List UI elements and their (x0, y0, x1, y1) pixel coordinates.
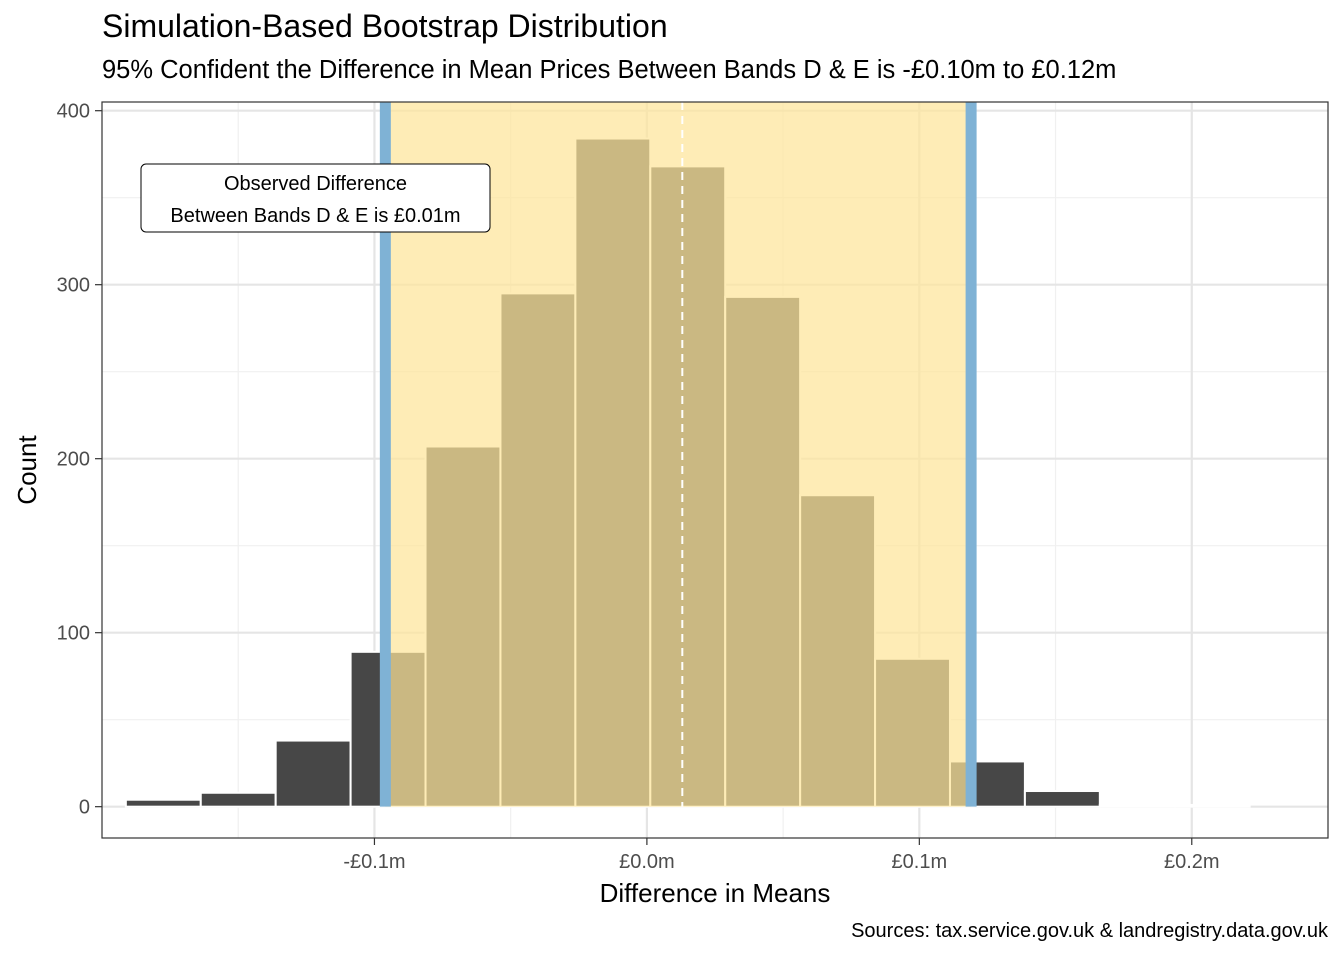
observed-difference-annotation: Observed Difference Between Bands D & E … (140, 163, 491, 233)
y-axis-title: Count (12, 435, 42, 505)
histogram-bar (1173, 803, 1251, 808)
panel-border (101, 101, 1329, 839)
x-tick-label: £0.0m (619, 851, 675, 873)
x-tick-label: £0.2m (1164, 851, 1220, 873)
x-axis-title: Difference in Means (600, 878, 831, 908)
y-tick-label: 400 (57, 101, 90, 123)
histogram-bar (124, 798, 202, 808)
annotation-box (140, 163, 491, 233)
y-tick-label: 0 (79, 797, 90, 819)
histogram-bar (1023, 790, 1101, 808)
x-tick-label: £0.1m (892, 851, 948, 873)
chart-subtitle: 95% Confident the Difference in Mean Pri… (102, 56, 1117, 84)
chart-caption: Sources: tax.service.gov.uk & landregist… (851, 920, 1328, 942)
y-tick-label: 200 (57, 449, 90, 471)
axes: -£0.1m £0.0m £0.1m £0.2m 0 100 200 300 400 (57, 101, 1220, 873)
histogram-bar (1098, 803, 1176, 808)
histogram-bar (274, 739, 352, 808)
y-tick-label: 300 (57, 275, 90, 297)
annotation-line-1: Observed Difference (224, 173, 407, 195)
histogram-bar (199, 791, 277, 808)
x-tick-label: -£0.1m (343, 851, 405, 873)
y-tick-label: 100 (57, 623, 90, 645)
annotation-line-2: Between Bands D & E is £0.01m (170, 205, 460, 227)
chart-title: Simulation-Based Bootstrap Distribution (102, 8, 668, 44)
